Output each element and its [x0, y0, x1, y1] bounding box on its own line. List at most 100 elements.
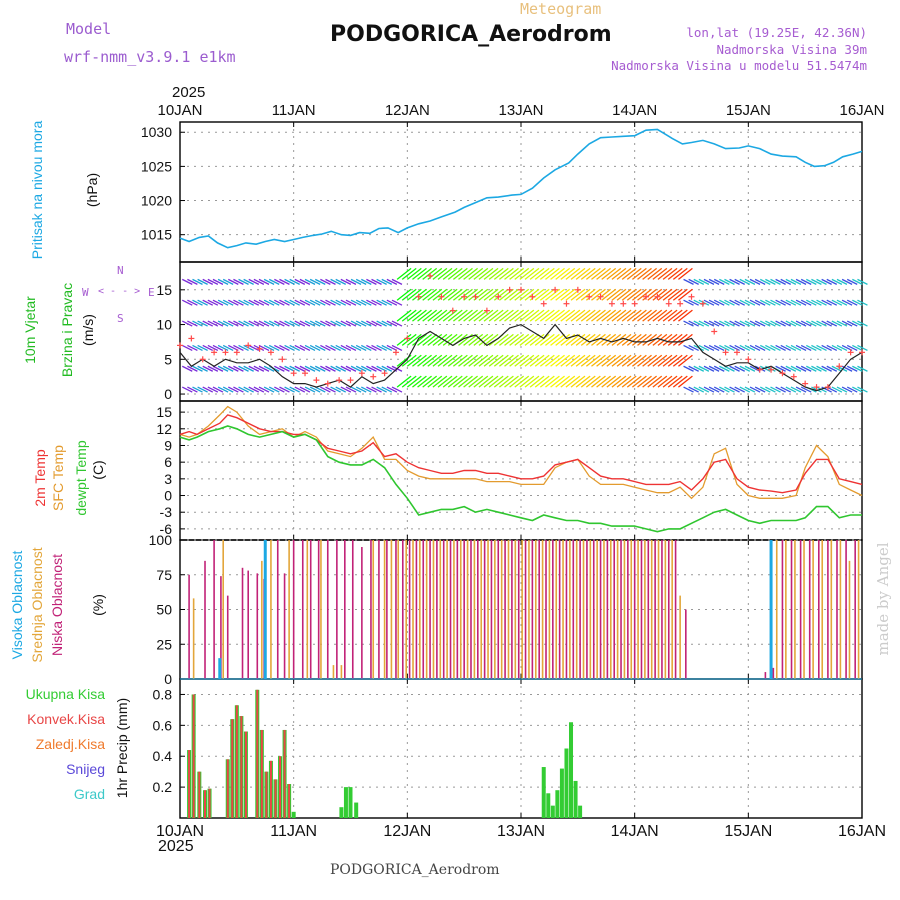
- station-title: PODGORICA_Aerodrom: [330, 22, 612, 47]
- wind-barb: [606, 375, 622, 388]
- wind-barb: [381, 365, 393, 372]
- wind-barb: [739, 320, 751, 327]
- wind-barb: [197, 278, 208, 285]
- wind-unit-label: (m/s): [80, 314, 96, 346]
- wind-barb: [263, 299, 275, 306]
- wind-barb: [631, 267, 647, 280]
- wind-barb: [647, 267, 663, 280]
- wind-barb: [724, 299, 735, 306]
- wind-barb: [361, 278, 372, 285]
- wind-barb: [248, 386, 260, 393]
- wind-barb: [790, 278, 802, 285]
- wind-barb: [442, 288, 458, 301]
- wind-barb: [350, 386, 362, 393]
- wind-barb: [550, 375, 565, 388]
- wind-barb: [401, 354, 417, 367]
- wind-barb: [831, 344, 843, 351]
- wind-barb: [749, 365, 761, 372]
- wind-barb: [499, 333, 514, 346]
- wind-barb: [499, 288, 514, 301]
- wind-barb: [519, 309, 535, 322]
- wind-barb: [406, 354, 422, 367]
- wind-barb: [381, 320, 393, 327]
- wind-barb: [790, 365, 802, 372]
- wind-barb: [555, 354, 571, 367]
- wind-barb: [744, 278, 756, 285]
- wind-barb: [350, 278, 362, 285]
- wind-barb: [826, 344, 838, 351]
- wind-barb: [248, 299, 260, 306]
- wind-barb: [560, 267, 576, 280]
- wind-barb: [831, 365, 843, 372]
- wind-barb: [585, 267, 601, 280]
- y-tick-label: 75: [156, 567, 172, 583]
- wind-barb: [222, 278, 234, 285]
- wind-barb: [601, 354, 617, 367]
- wind-barb: [314, 299, 326, 306]
- wind-barb: [857, 344, 868, 351]
- wind-barb: [268, 386, 280, 393]
- wind-barb: [811, 299, 822, 306]
- snow-label: Snijeg: [66, 761, 105, 777]
- y-tick-label: 6: [164, 454, 172, 470]
- x-tick-label-bottom: 11JAN: [270, 823, 317, 840]
- wind-barb: [253, 365, 265, 372]
- wind-barb: [320, 365, 331, 372]
- y-tick-label: 3: [164, 471, 172, 487]
- wind-barb: [601, 288, 617, 301]
- wind-barb: [248, 278, 260, 285]
- wind-barb: [719, 320, 730, 327]
- wind-barb: [371, 344, 382, 351]
- wind-barb: [488, 375, 504, 388]
- wind-barb: [355, 320, 367, 327]
- wind-barb: [672, 354, 688, 367]
- wind-barb: [688, 386, 699, 393]
- wind-barb: [621, 375, 637, 388]
- wind-barb: [734, 278, 745, 285]
- wind-barb: [350, 344, 362, 351]
- wind-barb: [719, 278, 730, 285]
- wind-barb: [493, 333, 509, 346]
- wind-barb: [473, 309, 489, 322]
- wind-barb: [361, 344, 372, 351]
- wind-barb: [202, 344, 214, 351]
- precip-bar: [569, 722, 574, 818]
- wind-barb: [463, 288, 478, 301]
- dewpoint-label: dewpt Temp: [73, 440, 89, 516]
- wind-barb: [708, 365, 720, 372]
- wind-barb: [580, 333, 596, 346]
- wind-barb: [187, 365, 198, 372]
- wind-barb: [263, 344, 275, 351]
- wind-barb: [422, 375, 438, 388]
- wind-barb: [585, 375, 601, 388]
- precip-bar: [265, 771, 268, 818]
- wind-barb: [611, 375, 627, 388]
- wind-barb: [739, 278, 751, 285]
- wind-barb: [708, 320, 720, 327]
- wind-barb: [212, 278, 224, 285]
- wind-barb: [672, 333, 688, 346]
- wind-barb: [452, 309, 468, 322]
- wind-barb: [314, 278, 326, 285]
- wind-barb: [304, 299, 316, 306]
- wind-barb: [816, 278, 827, 285]
- x-tick-label-bottom: 15JAN: [724, 823, 772, 840]
- wind-barb: [524, 375, 540, 388]
- wind-barb: [217, 278, 229, 285]
- wind-barb: [263, 365, 275, 372]
- x-tick-label-top: 15JAN: [726, 102, 771, 119]
- wind-barb: [192, 320, 203, 327]
- x-tick-label-bottom: 16JAN: [838, 823, 886, 840]
- wind-barb: [432, 288, 448, 301]
- wind-barb: [401, 333, 417, 346]
- wind-barb: [841, 320, 853, 327]
- wind-barb: [499, 267, 514, 280]
- y-tick-label: 0: [164, 671, 172, 687]
- wind-barb: [299, 344, 311, 351]
- wind-barb: [693, 386, 705, 393]
- wind-barb: [473, 288, 489, 301]
- wind-barb: [713, 365, 725, 372]
- wind-barb: [396, 309, 412, 322]
- wind-barb: [780, 299, 792, 306]
